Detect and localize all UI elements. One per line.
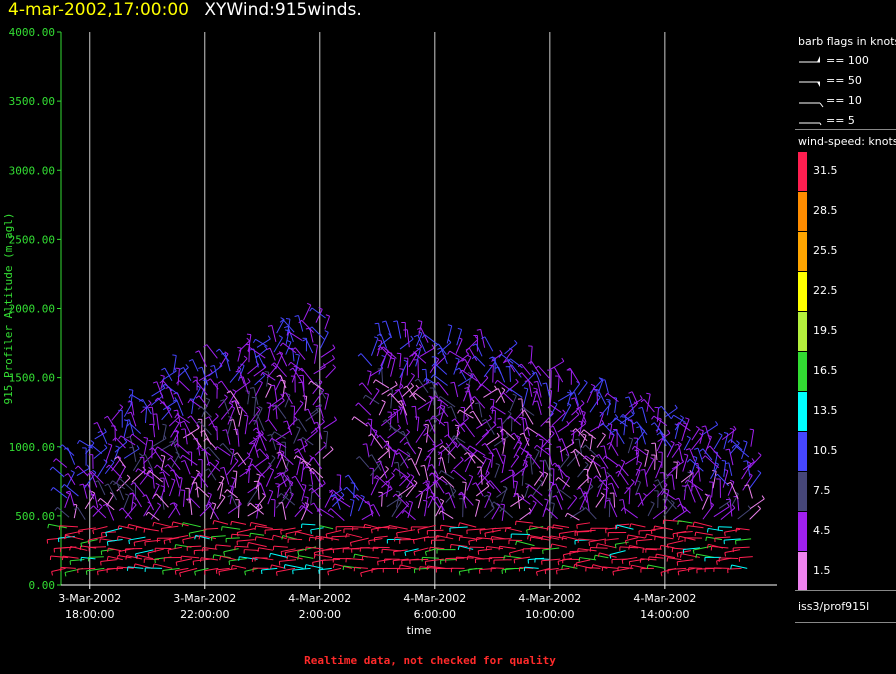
speed-swatch-label: 28.5 xyxy=(813,204,838,217)
speed-swatch-label: 16.5 xyxy=(813,364,838,377)
speed-swatch-label: 7.5 xyxy=(813,484,831,497)
speed-swatch-label: 22.5 xyxy=(813,284,838,297)
y-tick-label: 0.00 xyxy=(29,579,56,592)
barb-50-label: == 50 xyxy=(826,74,862,87)
y-tick-label: 1500.00 xyxy=(9,372,55,385)
speed-swatch xyxy=(798,272,807,311)
speed-swatch-label: 19.5 xyxy=(813,324,838,337)
x-tick-date: 3-Mar-2002 xyxy=(58,592,121,605)
speed-swatch xyxy=(798,552,807,591)
y-tick-label: 1000.00 xyxy=(9,441,55,454)
title-date: 4-mar-2002,17:00:00 xyxy=(8,0,189,20)
speed-swatch xyxy=(798,192,807,231)
speed-swatch-label: 4.5 xyxy=(813,524,831,537)
speed-swatch xyxy=(798,432,807,471)
wind-barbs xyxy=(46,302,765,577)
legend-divider xyxy=(795,590,896,591)
x-tick-date: 4-Mar-2002 xyxy=(518,592,581,605)
barb-flag-10: == 10 xyxy=(798,94,896,108)
speed-swatch-label: 13.5 xyxy=(813,404,838,417)
barb-5-icon xyxy=(799,122,822,126)
x-tick-time: 22:00:00 xyxy=(180,608,229,621)
legend-divider xyxy=(795,129,896,130)
speed-swatch-label: 1.5 xyxy=(813,564,831,577)
speed-swatch xyxy=(798,232,807,271)
y-axis-title: 915 Profiler Altitude (m agl) xyxy=(2,212,15,404)
speed-swatch xyxy=(798,152,807,191)
x-tick-date: 3-Mar-2002 xyxy=(173,592,236,605)
barb-100-label: == 100 xyxy=(826,54,869,67)
chart-title: 4-mar-2002,17:00:00 XYWind:915winds. xyxy=(8,0,362,20)
x-tick-date: 4-Mar-2002 xyxy=(288,592,351,605)
x-tick-date: 4-Mar-2002 xyxy=(403,592,466,605)
barb-flags-title: barb flags in knots xyxy=(798,35,896,48)
legend-divider xyxy=(795,622,896,623)
title-name: XYWind:915winds. xyxy=(204,0,362,20)
y-tick-label: 2500.00 xyxy=(9,233,55,246)
speed-swatch xyxy=(798,472,807,511)
y-tick-label: 4000.00 xyxy=(9,26,55,39)
y-tick-label: 500.00 xyxy=(15,510,55,523)
barb-flag-5: == 5 xyxy=(798,114,896,128)
y-tick-label: 3000.00 xyxy=(9,164,55,177)
x-tick-date: 4-Mar-2002 xyxy=(633,592,696,605)
y-tick-label: 2000.00 xyxy=(9,303,55,316)
barb-100-icon xyxy=(799,56,820,63)
speed-swatch-label: 25.5 xyxy=(813,244,838,257)
barb-flag-100: == 100 xyxy=(798,54,896,68)
speed-swatch xyxy=(798,352,807,391)
speed-swatch xyxy=(798,512,807,551)
barb-5-label: == 5 xyxy=(826,114,855,127)
x-tick-time: 10:00:00 xyxy=(525,608,574,621)
barb-50-icon xyxy=(799,81,820,87)
speed-swatch-label: 31.5 xyxy=(813,164,838,177)
barb-10-icon xyxy=(799,102,824,108)
y-tick-label: 3500.00 xyxy=(9,95,55,108)
speed-swatch xyxy=(798,312,807,351)
x-tick-time: 2:00:00 xyxy=(299,608,341,621)
wind-speed-title: wind-speed: knots xyxy=(798,135,896,148)
barb-10-label: == 10 xyxy=(826,94,862,107)
quality-warning: Realtime data, not checked for quality xyxy=(304,654,556,667)
speed-swatch xyxy=(798,392,807,431)
speed-swatch-label: 10.5 xyxy=(813,444,838,457)
station-label: iss3/prof915l xyxy=(798,600,870,613)
barb-flag-50: == 50 xyxy=(798,74,896,88)
x-tick-time: 18:00:00 xyxy=(65,608,114,621)
x-tick-time: 14:00:00 xyxy=(640,608,689,621)
x-tick-time: 6:00:00 xyxy=(414,608,456,621)
wind-profile-plot: 0.00 500.00 1000.00 1500.00 2000.00 2500.00 30… xyxy=(2,26,777,637)
legend-panel: barb flags in knots == 100 == 50 == 10 =… xyxy=(795,30,896,624)
x-axis-title: time xyxy=(407,624,432,637)
